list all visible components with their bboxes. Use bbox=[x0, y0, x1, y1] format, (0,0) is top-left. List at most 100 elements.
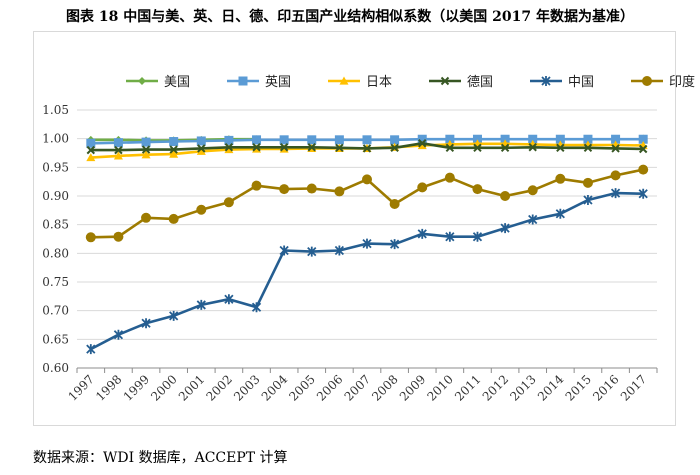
data-point bbox=[238, 76, 248, 86]
data-point bbox=[307, 135, 317, 145]
data-point bbox=[611, 144, 620, 153]
data-point bbox=[417, 141, 427, 150]
data-point bbox=[169, 149, 179, 158]
data-point bbox=[500, 191, 511, 201]
data-point bbox=[445, 143, 455, 153]
data-point bbox=[417, 228, 427, 239]
x-tick-label: 2017 bbox=[618, 372, 649, 403]
data-point bbox=[252, 135, 262, 145]
data-point bbox=[339, 76, 349, 85]
data-point bbox=[85, 232, 96, 243]
y-tick-label: 0.75 bbox=[42, 275, 69, 289]
series-中国 bbox=[86, 188, 648, 355]
data-point bbox=[86, 153, 96, 162]
x-tick-label: 2002 bbox=[204, 372, 235, 403]
data-point bbox=[279, 245, 289, 256]
x-tick-label: 2000 bbox=[148, 372, 179, 403]
x-tick-label: 1998 bbox=[93, 372, 124, 403]
figure-title: 图表 18 中国与美、英、日、德、印五国产业结构相似系数（以美国 2017 年数… bbox=[66, 9, 634, 25]
legend-item: 美国 bbox=[126, 75, 190, 90]
data-point bbox=[611, 134, 621, 144]
data-point bbox=[334, 245, 345, 256]
data-point bbox=[113, 231, 124, 242]
data-point bbox=[197, 144, 206, 153]
data-point bbox=[440, 76, 450, 86]
y-tick-label: 0.90 bbox=[42, 189, 69, 203]
data-point bbox=[583, 143, 593, 153]
legend-item: 德国 bbox=[429, 75, 493, 90]
data-point bbox=[610, 188, 621, 199]
legend-label: 美国 bbox=[164, 75, 190, 90]
legend-label: 中国 bbox=[568, 75, 594, 90]
data-point bbox=[196, 299, 206, 310]
data-point bbox=[445, 134, 455, 144]
legend-label: 英国 bbox=[265, 75, 291, 90]
data-point bbox=[582, 177, 593, 188]
data-point bbox=[223, 197, 234, 208]
data-point bbox=[583, 134, 593, 144]
source-note: 数据来源：WDI 数据库，ACCEPT 计算 bbox=[33, 450, 288, 466]
x-tick-label: 2004 bbox=[259, 372, 291, 404]
data-point bbox=[334, 186, 345, 197]
y-tick-label: 1.05 bbox=[42, 103, 69, 117]
x-tick-label: 2005 bbox=[286, 372, 317, 403]
data-point bbox=[224, 145, 234, 154]
data-point bbox=[417, 182, 428, 193]
data-point bbox=[389, 239, 400, 250]
data-point bbox=[638, 134, 648, 144]
data-point bbox=[362, 144, 372, 153]
data-point bbox=[196, 136, 206, 146]
data-point bbox=[141, 212, 152, 223]
data-point bbox=[473, 143, 482, 153]
x-tick-label: 2007 bbox=[342, 372, 373, 403]
data-point bbox=[138, 77, 146, 85]
data-point bbox=[555, 134, 565, 144]
data-point bbox=[417, 134, 427, 144]
data-point bbox=[113, 151, 123, 160]
series-印度 bbox=[85, 164, 649, 243]
data-point bbox=[279, 143, 289, 152]
data-point bbox=[141, 150, 151, 159]
data-point bbox=[307, 143, 316, 152]
y-tick-label: 0.80 bbox=[42, 246, 69, 260]
x-tick-label: 2003 bbox=[231, 372, 262, 403]
x-tick-label: 2012 bbox=[480, 372, 511, 403]
data-point bbox=[500, 134, 510, 144]
data-point bbox=[528, 134, 538, 144]
x-tick-label: 2015 bbox=[563, 372, 594, 403]
data-point bbox=[224, 143, 234, 152]
x-tick-label: 2006 bbox=[314, 372, 345, 403]
data-point bbox=[445, 231, 455, 242]
y-tick-label: 0.95 bbox=[42, 160, 69, 174]
x-tick-label: 2010 bbox=[424, 372, 455, 403]
data-point bbox=[362, 238, 372, 249]
legend-label: 德国 bbox=[467, 75, 493, 90]
data-point bbox=[555, 208, 565, 219]
data-point bbox=[169, 137, 179, 147]
legend-label: 印度 bbox=[669, 74, 695, 90]
x-tick-label: 2013 bbox=[507, 372, 538, 403]
data-point bbox=[224, 135, 234, 145]
data-point bbox=[527, 185, 538, 196]
data-point bbox=[169, 145, 178, 154]
data-point bbox=[141, 145, 151, 154]
x-tick-label: 1999 bbox=[121, 372, 152, 403]
data-point bbox=[610, 170, 621, 181]
y-tick-label: 0.65 bbox=[42, 332, 69, 346]
data-point bbox=[114, 145, 123, 155]
data-point bbox=[196, 146, 206, 155]
y-tick-label: 1.00 bbox=[42, 132, 69, 146]
data-point bbox=[169, 310, 179, 321]
y-tick-label: 0.60 bbox=[42, 361, 69, 375]
legend-item: 印度 bbox=[631, 74, 695, 90]
data-point bbox=[196, 204, 207, 215]
data-point bbox=[252, 143, 261, 152]
data-point bbox=[638, 188, 648, 199]
data-point bbox=[541, 76, 551, 86]
data-point bbox=[362, 174, 372, 185]
data-point bbox=[555, 173, 566, 184]
x-tick-label: 2014 bbox=[535, 372, 567, 404]
data-point bbox=[583, 195, 593, 206]
data-point bbox=[86, 138, 96, 148]
